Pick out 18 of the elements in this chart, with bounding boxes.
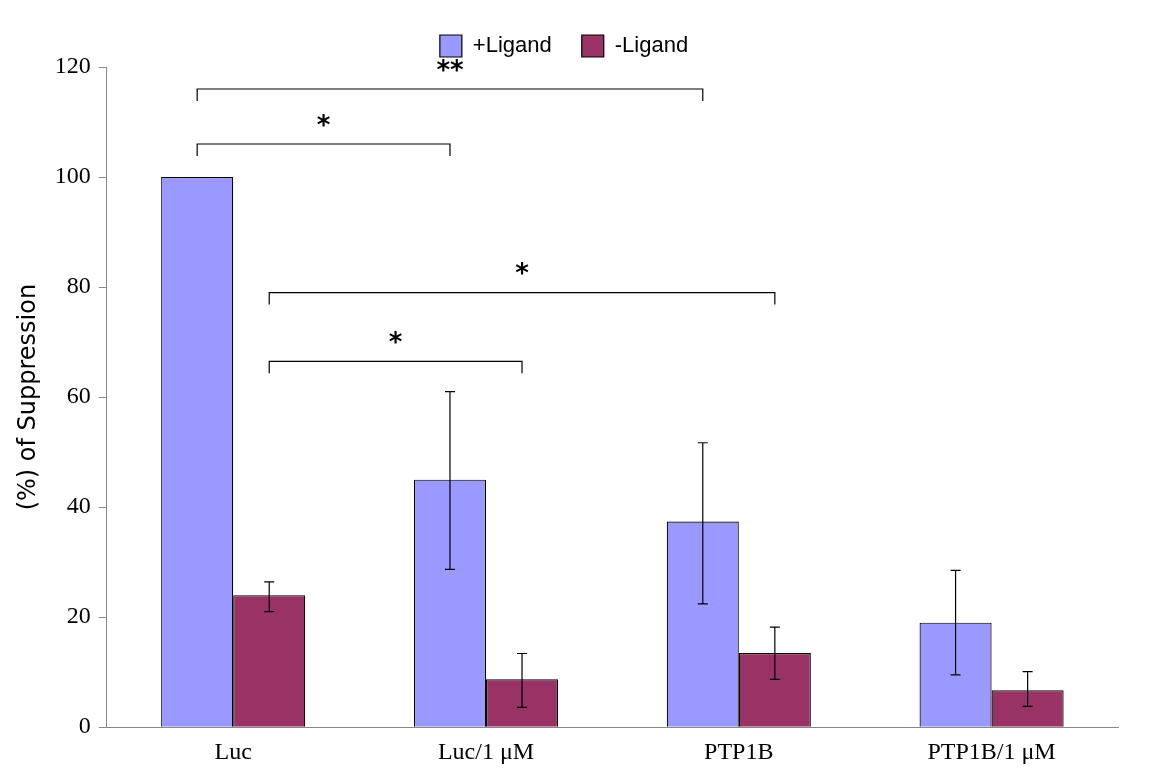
y-tick-label: 120 [54,52,91,79]
y-tick-label: 100 [54,162,91,189]
x-tick-label: PTP1B/1 μM [927,737,1056,764]
y-tick-label: 40 [66,492,91,519]
x-tick-label: PTP1B [704,737,774,764]
x-tick-label: Luc [214,737,252,764]
annotation: * [316,109,331,140]
annotation: * [515,258,530,289]
legend-label: +Ligand [472,32,552,58]
y-tick-label: 0 [78,712,91,739]
y-tick-label: 80 [66,272,91,299]
x-tick-label: Luc/1 μM [437,737,535,764]
annotation: * [388,327,403,358]
y-tick-label: 20 [66,602,91,629]
y-axis-title: (%) of Suppression [12,283,41,511]
legend-label: -Ligand [614,32,689,58]
y-tick-label: 60 [66,382,91,409]
annotation: ** [436,54,464,85]
